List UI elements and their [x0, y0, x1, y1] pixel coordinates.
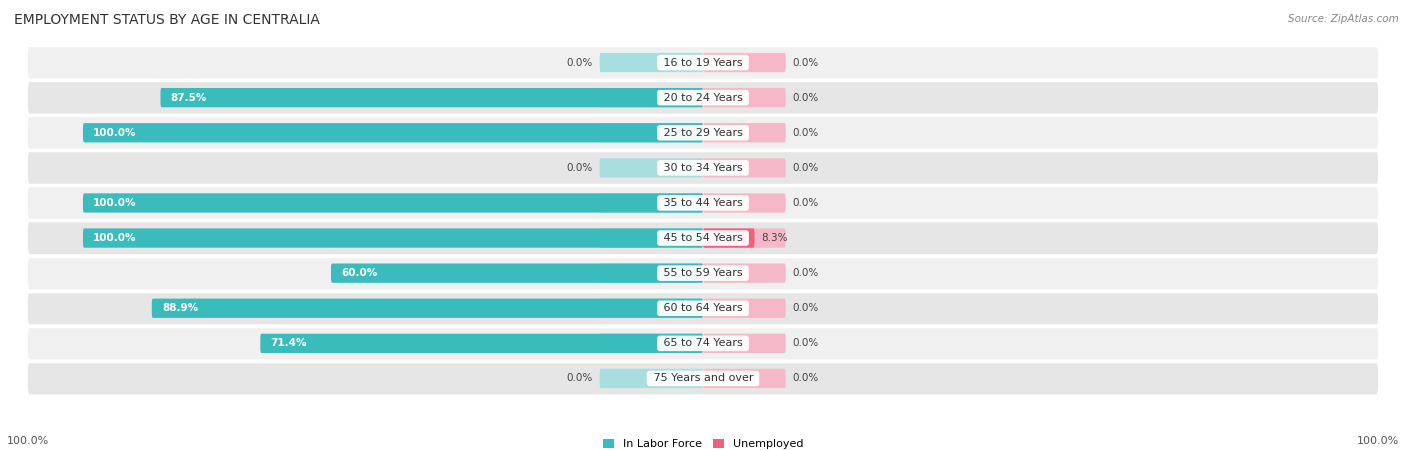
Text: 55 to 59 Years: 55 to 59 Years	[659, 268, 747, 278]
Text: 100.0%: 100.0%	[93, 128, 136, 138]
FancyBboxPatch shape	[703, 158, 786, 177]
Text: 20 to 24 Years: 20 to 24 Years	[659, 93, 747, 103]
Text: 35 to 44 Years: 35 to 44 Years	[659, 198, 747, 208]
Text: 16 to 19 Years: 16 to 19 Years	[659, 58, 747, 68]
FancyBboxPatch shape	[83, 123, 703, 142]
FancyBboxPatch shape	[599, 229, 703, 248]
FancyBboxPatch shape	[28, 46, 1378, 79]
Text: 0.0%: 0.0%	[567, 58, 593, 68]
Text: 100.0%: 100.0%	[1357, 436, 1399, 446]
FancyBboxPatch shape	[703, 123, 786, 142]
FancyBboxPatch shape	[703, 194, 786, 212]
FancyBboxPatch shape	[599, 194, 703, 212]
Text: 0.0%: 0.0%	[793, 338, 818, 348]
Text: 45 to 54 Years: 45 to 54 Years	[659, 233, 747, 243]
Text: 65 to 74 Years: 65 to 74 Years	[659, 338, 747, 348]
Text: 0.0%: 0.0%	[793, 198, 818, 208]
Text: 30 to 34 Years: 30 to 34 Years	[659, 163, 747, 173]
Text: 60.0%: 60.0%	[342, 268, 378, 278]
Text: 0.0%: 0.0%	[793, 268, 818, 278]
FancyBboxPatch shape	[28, 292, 1378, 324]
FancyBboxPatch shape	[599, 123, 703, 142]
Text: Source: ZipAtlas.com: Source: ZipAtlas.com	[1288, 14, 1399, 23]
Text: 0.0%: 0.0%	[567, 374, 593, 383]
FancyBboxPatch shape	[599, 334, 703, 353]
FancyBboxPatch shape	[703, 229, 786, 248]
Text: 0.0%: 0.0%	[793, 374, 818, 383]
FancyBboxPatch shape	[599, 88, 703, 107]
Text: EMPLOYMENT STATUS BY AGE IN CENTRALIA: EMPLOYMENT STATUS BY AGE IN CENTRALIA	[14, 14, 321, 27]
FancyBboxPatch shape	[703, 53, 786, 72]
FancyBboxPatch shape	[28, 117, 1378, 149]
FancyBboxPatch shape	[28, 257, 1378, 289]
FancyBboxPatch shape	[83, 229, 703, 248]
Text: 0.0%: 0.0%	[567, 163, 593, 173]
Text: 71.4%: 71.4%	[270, 338, 307, 348]
FancyBboxPatch shape	[28, 152, 1378, 184]
Legend: In Labor Force, Unemployed: In Labor Force, Unemployed	[598, 434, 808, 450]
FancyBboxPatch shape	[599, 264, 703, 283]
FancyBboxPatch shape	[28, 187, 1378, 219]
FancyBboxPatch shape	[703, 264, 786, 283]
FancyBboxPatch shape	[28, 81, 1378, 114]
FancyBboxPatch shape	[28, 222, 1378, 254]
Text: 87.5%: 87.5%	[170, 93, 207, 103]
FancyBboxPatch shape	[28, 327, 1378, 360]
FancyBboxPatch shape	[260, 334, 703, 353]
Text: 0.0%: 0.0%	[793, 93, 818, 103]
FancyBboxPatch shape	[703, 334, 786, 353]
FancyBboxPatch shape	[160, 88, 703, 107]
Text: 100.0%: 100.0%	[93, 233, 136, 243]
Text: 60 to 64 Years: 60 to 64 Years	[659, 303, 747, 313]
FancyBboxPatch shape	[599, 53, 703, 72]
FancyBboxPatch shape	[83, 194, 703, 212]
FancyBboxPatch shape	[330, 264, 703, 283]
FancyBboxPatch shape	[152, 299, 703, 318]
Text: 0.0%: 0.0%	[793, 58, 818, 68]
Text: 100.0%: 100.0%	[93, 198, 136, 208]
Text: 8.3%: 8.3%	[762, 233, 787, 243]
FancyBboxPatch shape	[28, 362, 1378, 395]
Text: 25 to 29 Years: 25 to 29 Years	[659, 128, 747, 138]
FancyBboxPatch shape	[703, 369, 786, 388]
FancyBboxPatch shape	[703, 88, 786, 107]
Text: 100.0%: 100.0%	[7, 436, 49, 446]
Text: 0.0%: 0.0%	[793, 128, 818, 138]
FancyBboxPatch shape	[599, 299, 703, 318]
Text: 0.0%: 0.0%	[793, 303, 818, 313]
FancyBboxPatch shape	[703, 229, 755, 248]
FancyBboxPatch shape	[703, 299, 786, 318]
Text: 0.0%: 0.0%	[793, 163, 818, 173]
Text: 75 Years and over: 75 Years and over	[650, 374, 756, 383]
FancyBboxPatch shape	[599, 369, 703, 388]
FancyBboxPatch shape	[599, 158, 703, 177]
Text: 88.9%: 88.9%	[162, 303, 198, 313]
